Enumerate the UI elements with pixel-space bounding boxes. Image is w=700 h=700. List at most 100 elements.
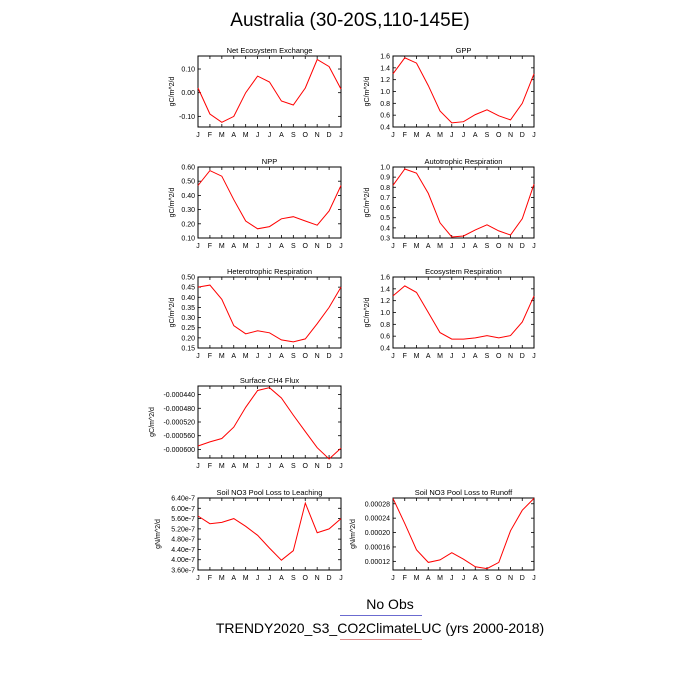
x-tick-label: A	[473, 575, 478, 582]
y-tick-label: 0.6	[380, 334, 390, 341]
y-axis-label: gC/m^2/d	[169, 298, 176, 328]
y-tick-label: 0.4	[380, 225, 390, 232]
y-tick-label: 0.35	[181, 305, 195, 312]
x-tick-label: N	[508, 243, 513, 250]
y-tick-label: 6.00e-7	[171, 506, 195, 513]
x-tick-label: M	[219, 353, 225, 360]
x-tick-label: D	[327, 243, 332, 250]
series-line	[197, 284, 342, 343]
x-tick-label: D	[327, 575, 332, 582]
x-tick-label: A	[426, 575, 431, 582]
y-axis-label: gC/m^2/d	[364, 188, 371, 218]
x-tick-label: F	[208, 353, 212, 360]
y-tick-label: 0.30	[181, 315, 195, 322]
x-tick-label: O	[496, 132, 502, 139]
x-tick-label: O	[303, 132, 309, 139]
y-axis-label: gN/m^2/d	[155, 519, 162, 549]
x-tick-label: J	[391, 353, 395, 360]
panel-title: Soil NO3 Pool Loss to Runoff	[415, 488, 513, 497]
x-tick-label: N	[508, 132, 513, 139]
y-tick-label: 3.60e-7	[171, 568, 195, 575]
x-tick-label: F	[403, 353, 407, 360]
x-tick-label: M	[219, 132, 225, 139]
x-tick-label: S	[485, 132, 490, 139]
y-tick-label: 0.7	[380, 195, 390, 202]
x-tick-label: D	[520, 575, 525, 582]
y-axis-label: gC/m^2/d	[364, 77, 371, 107]
panel-title: Autotrophic Respiration	[425, 157, 503, 166]
y-tick-label: 5.60e-7	[171, 516, 195, 523]
x-tick-label: O	[303, 575, 309, 582]
y-tick-label: 0.8	[380, 322, 390, 329]
series-line	[197, 387, 342, 460]
y-tick-label: 4.40e-7	[171, 547, 195, 554]
x-tick-label: S	[485, 243, 490, 250]
y-tick-label: -0.10	[179, 114, 195, 121]
plot-frame	[392, 166, 535, 239]
x-tick-label: N	[315, 243, 320, 250]
x-tick-label: A	[426, 243, 431, 250]
x-tick-label: J	[339, 132, 343, 139]
y-tick-label: 0.00024	[365, 516, 390, 523]
x-tick-label: S	[291, 243, 296, 250]
x-tick-label: S	[485, 575, 490, 582]
y-tick-label: 0.00028	[365, 501, 390, 508]
y-tick-label: 0.9	[380, 175, 390, 182]
x-tick-label: J	[339, 463, 343, 470]
plot-frame	[392, 276, 535, 349]
x-tick-label: N	[315, 353, 320, 360]
y-tick-label: 0.10	[181, 236, 195, 243]
y-tick-label: 1.6	[380, 54, 390, 61]
x-tick-label: J	[196, 132, 200, 139]
panel-title: GPP	[456, 46, 472, 55]
x-tick-label: J	[391, 575, 395, 582]
y-tick-label: 0.60	[181, 165, 195, 172]
x-tick-label: M	[243, 463, 249, 470]
x-tick-label: D	[520, 132, 525, 139]
y-tick-label: 0.6	[380, 205, 390, 212]
panel-title: NPP	[262, 157, 277, 166]
x-tick-label: N	[315, 575, 320, 582]
x-tick-label: A	[231, 463, 236, 470]
y-tick-label: -0.000520	[163, 420, 195, 427]
y-tick-label: 1.2	[380, 298, 390, 305]
x-tick-label: J	[450, 575, 454, 582]
x-tick-label: S	[485, 353, 490, 360]
y-tick-label: 0.40	[181, 295, 195, 302]
x-tick-label: O	[496, 353, 502, 360]
x-tick-label: J	[196, 463, 200, 470]
y-tick-label: -0.000560	[163, 433, 195, 440]
x-tick-label: A	[473, 353, 478, 360]
panel-title: Heterotrophic Respiration	[227, 267, 312, 276]
x-tick-label: M	[219, 575, 225, 582]
x-tick-label: A	[279, 243, 284, 250]
x-tick-label: S	[291, 463, 296, 470]
y-tick-label: 1.0	[380, 89, 390, 96]
x-tick-label: J	[268, 243, 272, 250]
y-tick-label: 1.0	[380, 165, 390, 172]
x-tick-label: F	[208, 463, 212, 470]
x-tick-label: M	[414, 575, 420, 582]
panel-title: Soil NO3 Pool Loss to Leaching	[217, 488, 323, 497]
x-tick-label: J	[196, 243, 200, 250]
x-tick-label: A	[279, 575, 284, 582]
x-tick-label: M	[219, 463, 225, 470]
y-tick-label: 5.20e-7	[171, 526, 195, 533]
y-tick-label: 0.20	[181, 221, 195, 228]
x-tick-label: M	[437, 575, 443, 582]
y-tick-label: 0.40	[181, 193, 195, 200]
x-tick-label: A	[279, 132, 284, 139]
series-line	[197, 501, 342, 561]
y-tick-label: 0.10	[181, 67, 195, 74]
series-line	[392, 57, 535, 124]
panel-title: Ecosystem Respiration	[425, 267, 502, 276]
y-tick-label: 0.30	[181, 207, 195, 214]
x-tick-label: D	[520, 353, 525, 360]
